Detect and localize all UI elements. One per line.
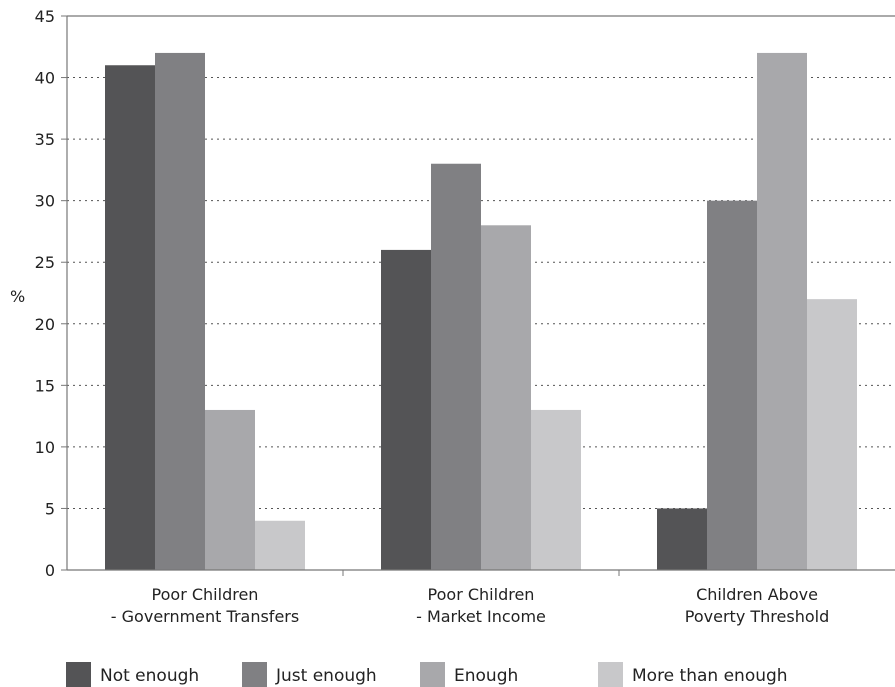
y-tick-label: 30 bbox=[35, 192, 55, 211]
bar-just-enough bbox=[707, 200, 757, 570]
bar-not-enough bbox=[657, 508, 707, 570]
bar-enough bbox=[757, 52, 807, 570]
y-tick-label: 25 bbox=[35, 253, 55, 272]
x-category-label: - Government Transfers bbox=[111, 607, 299, 626]
y-axis-title: % bbox=[10, 287, 25, 306]
bar-more-than-enough bbox=[807, 299, 857, 570]
x-category-label: Children Above bbox=[696, 585, 818, 604]
x-category-label: Poverty Threshold bbox=[685, 607, 829, 626]
y-tick-label: 0 bbox=[45, 561, 55, 580]
x-category-label: - Market Income bbox=[416, 607, 546, 626]
legend: Not enough Just enough Enough More than eno… bbox=[66, 662, 788, 687]
y-tick-label: 40 bbox=[35, 69, 55, 88]
bar-not-enough bbox=[105, 65, 155, 570]
bar-just-enough bbox=[431, 163, 481, 570]
bar-just-enough bbox=[155, 52, 205, 570]
y-tick-label: 5 bbox=[45, 499, 55, 518]
y-tick-label: 45 bbox=[35, 7, 55, 26]
bar-more-than-enough bbox=[531, 409, 581, 570]
y-tick-labels: 0 5 10 15 20 25 30 35 40 45 bbox=[35, 7, 55, 580]
legend-swatch bbox=[420, 662, 445, 687]
y-tick-label: 15 bbox=[35, 376, 55, 395]
bar-enough bbox=[481, 225, 531, 571]
x-category-label: Poor Children bbox=[152, 585, 259, 604]
legend-swatch bbox=[598, 662, 623, 687]
legend-swatch bbox=[66, 662, 91, 687]
legend-label: Not enough bbox=[100, 666, 199, 686]
x-category-labels: Poor Children - Government Transfers Poor … bbox=[111, 585, 829, 626]
bar-more-than-enough bbox=[255, 520, 305, 570]
x-category-label: Poor Children bbox=[428, 585, 535, 604]
y-tick-label: 20 bbox=[35, 315, 55, 334]
bar-enough bbox=[205, 409, 255, 570]
y-tick-label: 10 bbox=[35, 438, 55, 457]
bars bbox=[105, 52, 857, 571]
legend-swatch bbox=[242, 662, 267, 687]
bar-not-enough bbox=[381, 249, 431, 570]
axes bbox=[61, 15, 895, 576]
legend-label: Enough bbox=[454, 666, 518, 686]
legend-label: Just enough bbox=[275, 666, 377, 686]
y-tick-label: 35 bbox=[35, 130, 55, 149]
legend-label: More than enough bbox=[632, 666, 788, 686]
